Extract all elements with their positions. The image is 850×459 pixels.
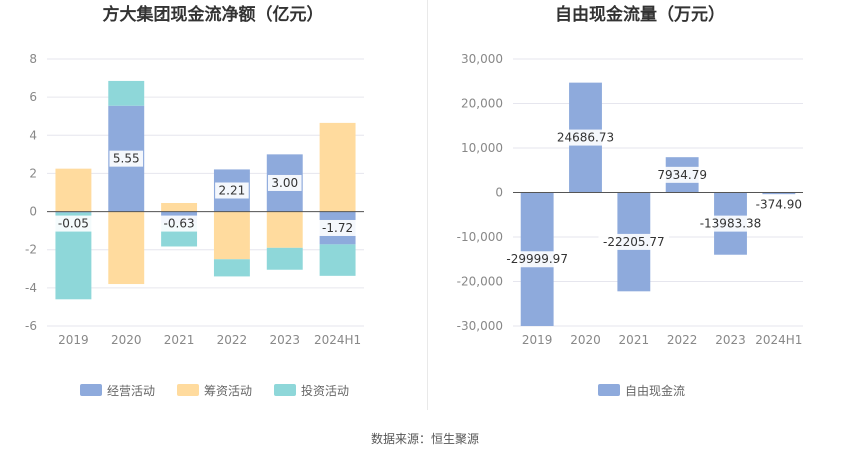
bar-series-1[interactable] [55,168,92,212]
cashflow-legend[interactable]: 经营活动 筹资活动 投资活动 [80,383,349,398]
data-label-bg [750,196,807,213]
bar-series-2[interactable] [108,80,145,106]
x-tick-label: 2020 [111,333,142,347]
x-tick-label: 2019 [58,333,89,347]
bar-series-1[interactable] [213,211,250,260]
data-label: 7934.79 [657,168,707,182]
bar-series-1[interactable] [161,202,198,212]
legend-label[interactable]: 投资活动 [301,383,349,398]
bar-series-1[interactable] [108,211,145,285]
bar-series-2[interactable] [266,247,303,270]
y-tick-label: 0 [29,205,37,219]
data-label: -1.72 [322,221,353,235]
data-label-bg [267,174,302,191]
y-tick-label: 10,000 [461,141,503,155]
free-cashflow-chart: 30,000 20,000 10,000 0 -10,000 -20,000 -30,000… [457,52,807,347]
legend-label[interactable]: 经营活动 [107,384,155,398]
legend-swatch [274,384,296,396]
data-label: 2.21 [219,183,246,197]
y-tick-label: 20,000 [461,97,503,111]
bar-primary[interactable] [762,192,796,195]
data-label-bg [501,251,573,268]
data-label: 5.55 [113,152,140,166]
data-label-bg [553,129,618,146]
y-tick-label: -20,000 [457,275,503,289]
y-tick-label: 4 [29,128,37,142]
data-label-bg [158,215,200,232]
data-label-bg [654,166,711,183]
data-label: -13983.38 [700,217,762,231]
data-label: 24686.73 [557,131,614,145]
x-tick-label: 2022 [217,333,248,347]
y-tick-label: -4 [25,281,37,295]
y-tick-label: -10,000 [457,230,503,244]
x-tick-label: 2021 [619,333,650,347]
x-tick-label: 2021 [164,333,195,347]
data-label-bg [215,182,249,199]
legend-label[interactable]: 自由现金流 [625,383,685,398]
data-label: -0.63 [164,217,195,231]
cashflow-chart: 8 6 4 2 0 -2 -4 -6 2019 2020 2021 2022 2023 2024H1 -0.… [25,52,364,347]
data-label-bg [52,215,94,232]
data-label: -0.05 [58,217,89,231]
data-label-bg [695,215,766,232]
bar-series-1[interactable] [266,211,303,248]
data-label-bg [317,219,359,236]
legend-swatch [80,384,102,396]
bar-series-1[interactable] [319,122,356,212]
free-cashflow-legend[interactable]: 自由现金流 [598,383,685,398]
bar-series-2[interactable] [213,259,250,277]
chart-divider [427,0,428,410]
y-tick-label: 0 [495,186,503,200]
y-tick-label: 8 [29,52,37,66]
bar-series-2[interactable] [319,244,356,276]
y-tick-label: 6 [29,90,37,104]
y-tick-label: -30,000 [457,319,503,333]
data-source: 数据来源：恒生聚源 [371,431,479,446]
x-tick-label: 2019 [522,333,553,347]
x-tick-label: 2023 [269,333,300,347]
x-tick-label: 2022 [667,333,698,347]
y-tick-label: -2 [25,243,37,257]
legend-swatch [598,384,620,396]
legend-swatch [177,384,199,396]
chart-title-cashflow: 方大集团现金流净额（亿元） [103,4,324,25]
data-label: -22205.77 [603,235,665,249]
chart-title-free-cashflow: 自由现金流量（万元） [555,4,725,25]
data-label: 3.00 [271,176,298,190]
data-label-bg [598,233,670,250]
x-tick-label: 2024H1 [314,333,361,347]
y-tick-label: 2 [29,166,37,180]
data-label-bg [109,150,144,167]
y-tick-label: -6 [25,319,37,333]
legend-label[interactable]: 筹资活动 [204,384,252,398]
y-tick-label: 30,000 [461,52,503,66]
x-tick-label: 2023 [715,333,746,347]
x-tick-label: 2020 [570,333,601,347]
data-label: -29999.97 [506,252,568,266]
data-label: -374.90 [756,198,802,212]
x-tick-label: 2024H1 [755,333,802,347]
